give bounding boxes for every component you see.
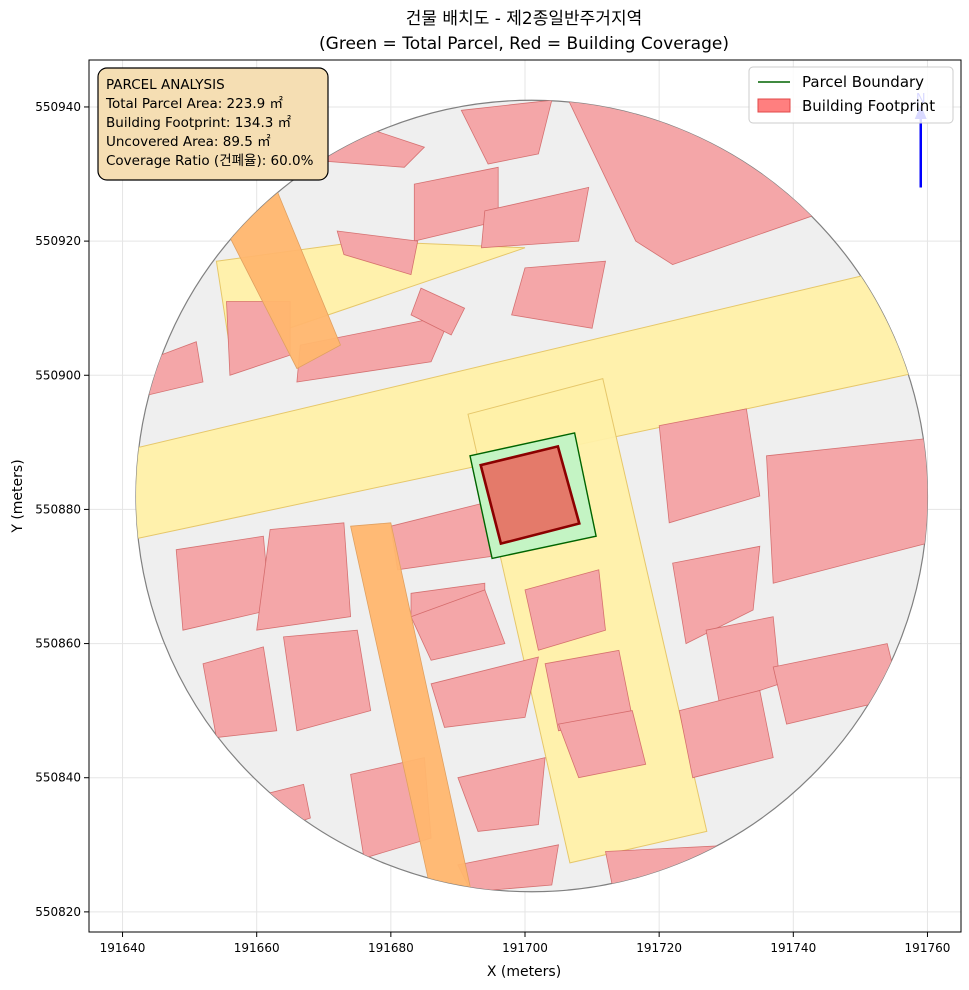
building-footprint (457, 757, 546, 832)
building-footprint (766, 435, 928, 584)
y-axis-label: Y (meters) (10, 459, 26, 533)
legend-building-swatch (757, 98, 791, 113)
info-line-uncovered: Uncovered Area: 89.5 ㎡ (106, 134, 271, 150)
map-subtitle: (Green = Total Parcel, Red = Building Co… (319, 34, 729, 54)
y-tick-label: 550880 (35, 502, 81, 516)
y-tick-label: 550900 (35, 368, 81, 382)
x-tick-label: 191720 (636, 941, 682, 955)
x-tick-label: 191680 (368, 941, 414, 955)
y-tick-label: 550840 (35, 771, 81, 785)
building-footprint (202, 646, 278, 738)
y-tick-label: 550920 (35, 234, 81, 248)
legend-parcel-label: Parcel Boundary (802, 73, 924, 91)
x-axis-ticks: 191640 191660 191680 191700 191720 191740 1917… (100, 932, 951, 955)
building-footprint (605, 844, 741, 886)
info-box-background (97, 67, 329, 181)
building-footprint (256, 522, 352, 631)
info-heading: PARCEL ANALYSIS (106, 77, 225, 93)
building-footprint (524, 569, 606, 651)
highlighted-roads-layer (222, 173, 472, 892)
y-tick-label: 550860 (35, 637, 81, 651)
building-footprint (283, 629, 372, 732)
building-footprint (678, 690, 774, 779)
y-axis-ticks: 550940 550920 550900 550880 550860 550840 5508… (35, 100, 89, 919)
y-tick-label: 550820 (35, 905, 81, 919)
highlighted-road-segment (350, 522, 472, 892)
info-line-footprint: Building Footprint: 134.3 ㎡ (106, 115, 292, 131)
target-parcel-layer (469, 432, 597, 560)
building-footprint (511, 260, 606, 329)
building-footprint (900, 636, 928, 725)
legend: Parcel Boundary Building Footprint (748, 66, 954, 124)
x-tick-label: 191740 (770, 941, 816, 955)
building-footprint (410, 589, 506, 661)
building-footprint (658, 408, 761, 524)
map-title: 건물 배치도 - 제2종일반주거지역 (406, 9, 642, 29)
legend-frame (748, 66, 954, 124)
target-building (479, 444, 581, 546)
building-footprint (336, 230, 419, 276)
legend-building-label: Building Footprint (802, 97, 935, 115)
x-axis-label: X (meters) (487, 964, 561, 980)
info-line-total-area: Total Parcel Area: 223.9 ㎡ (105, 96, 283, 112)
building-footprint (430, 656, 539, 728)
building-footprint (410, 287, 466, 336)
building-footprint (460, 100, 553, 165)
building-footprint (672, 545, 761, 645)
building-layer (135, 100, 928, 892)
parcel-analysis-box: PARCEL ANALYSIS Total Parcel Area: 223.9… (97, 67, 329, 181)
building-footprint (557, 710, 647, 779)
info-line-coverage: Coverage Ratio (건폐율): 60.0% (106, 153, 314, 169)
y-tick-label: 550940 (35, 100, 81, 114)
x-tick-label: 191640 (100, 941, 146, 955)
x-tick-label: 191660 (234, 941, 280, 955)
x-tick-label: 191760 (905, 941, 951, 955)
building-footprint (249, 783, 311, 832)
x-tick-label: 191700 (502, 941, 548, 955)
building-footprint (296, 314, 452, 383)
building-footprint (480, 186, 590, 249)
